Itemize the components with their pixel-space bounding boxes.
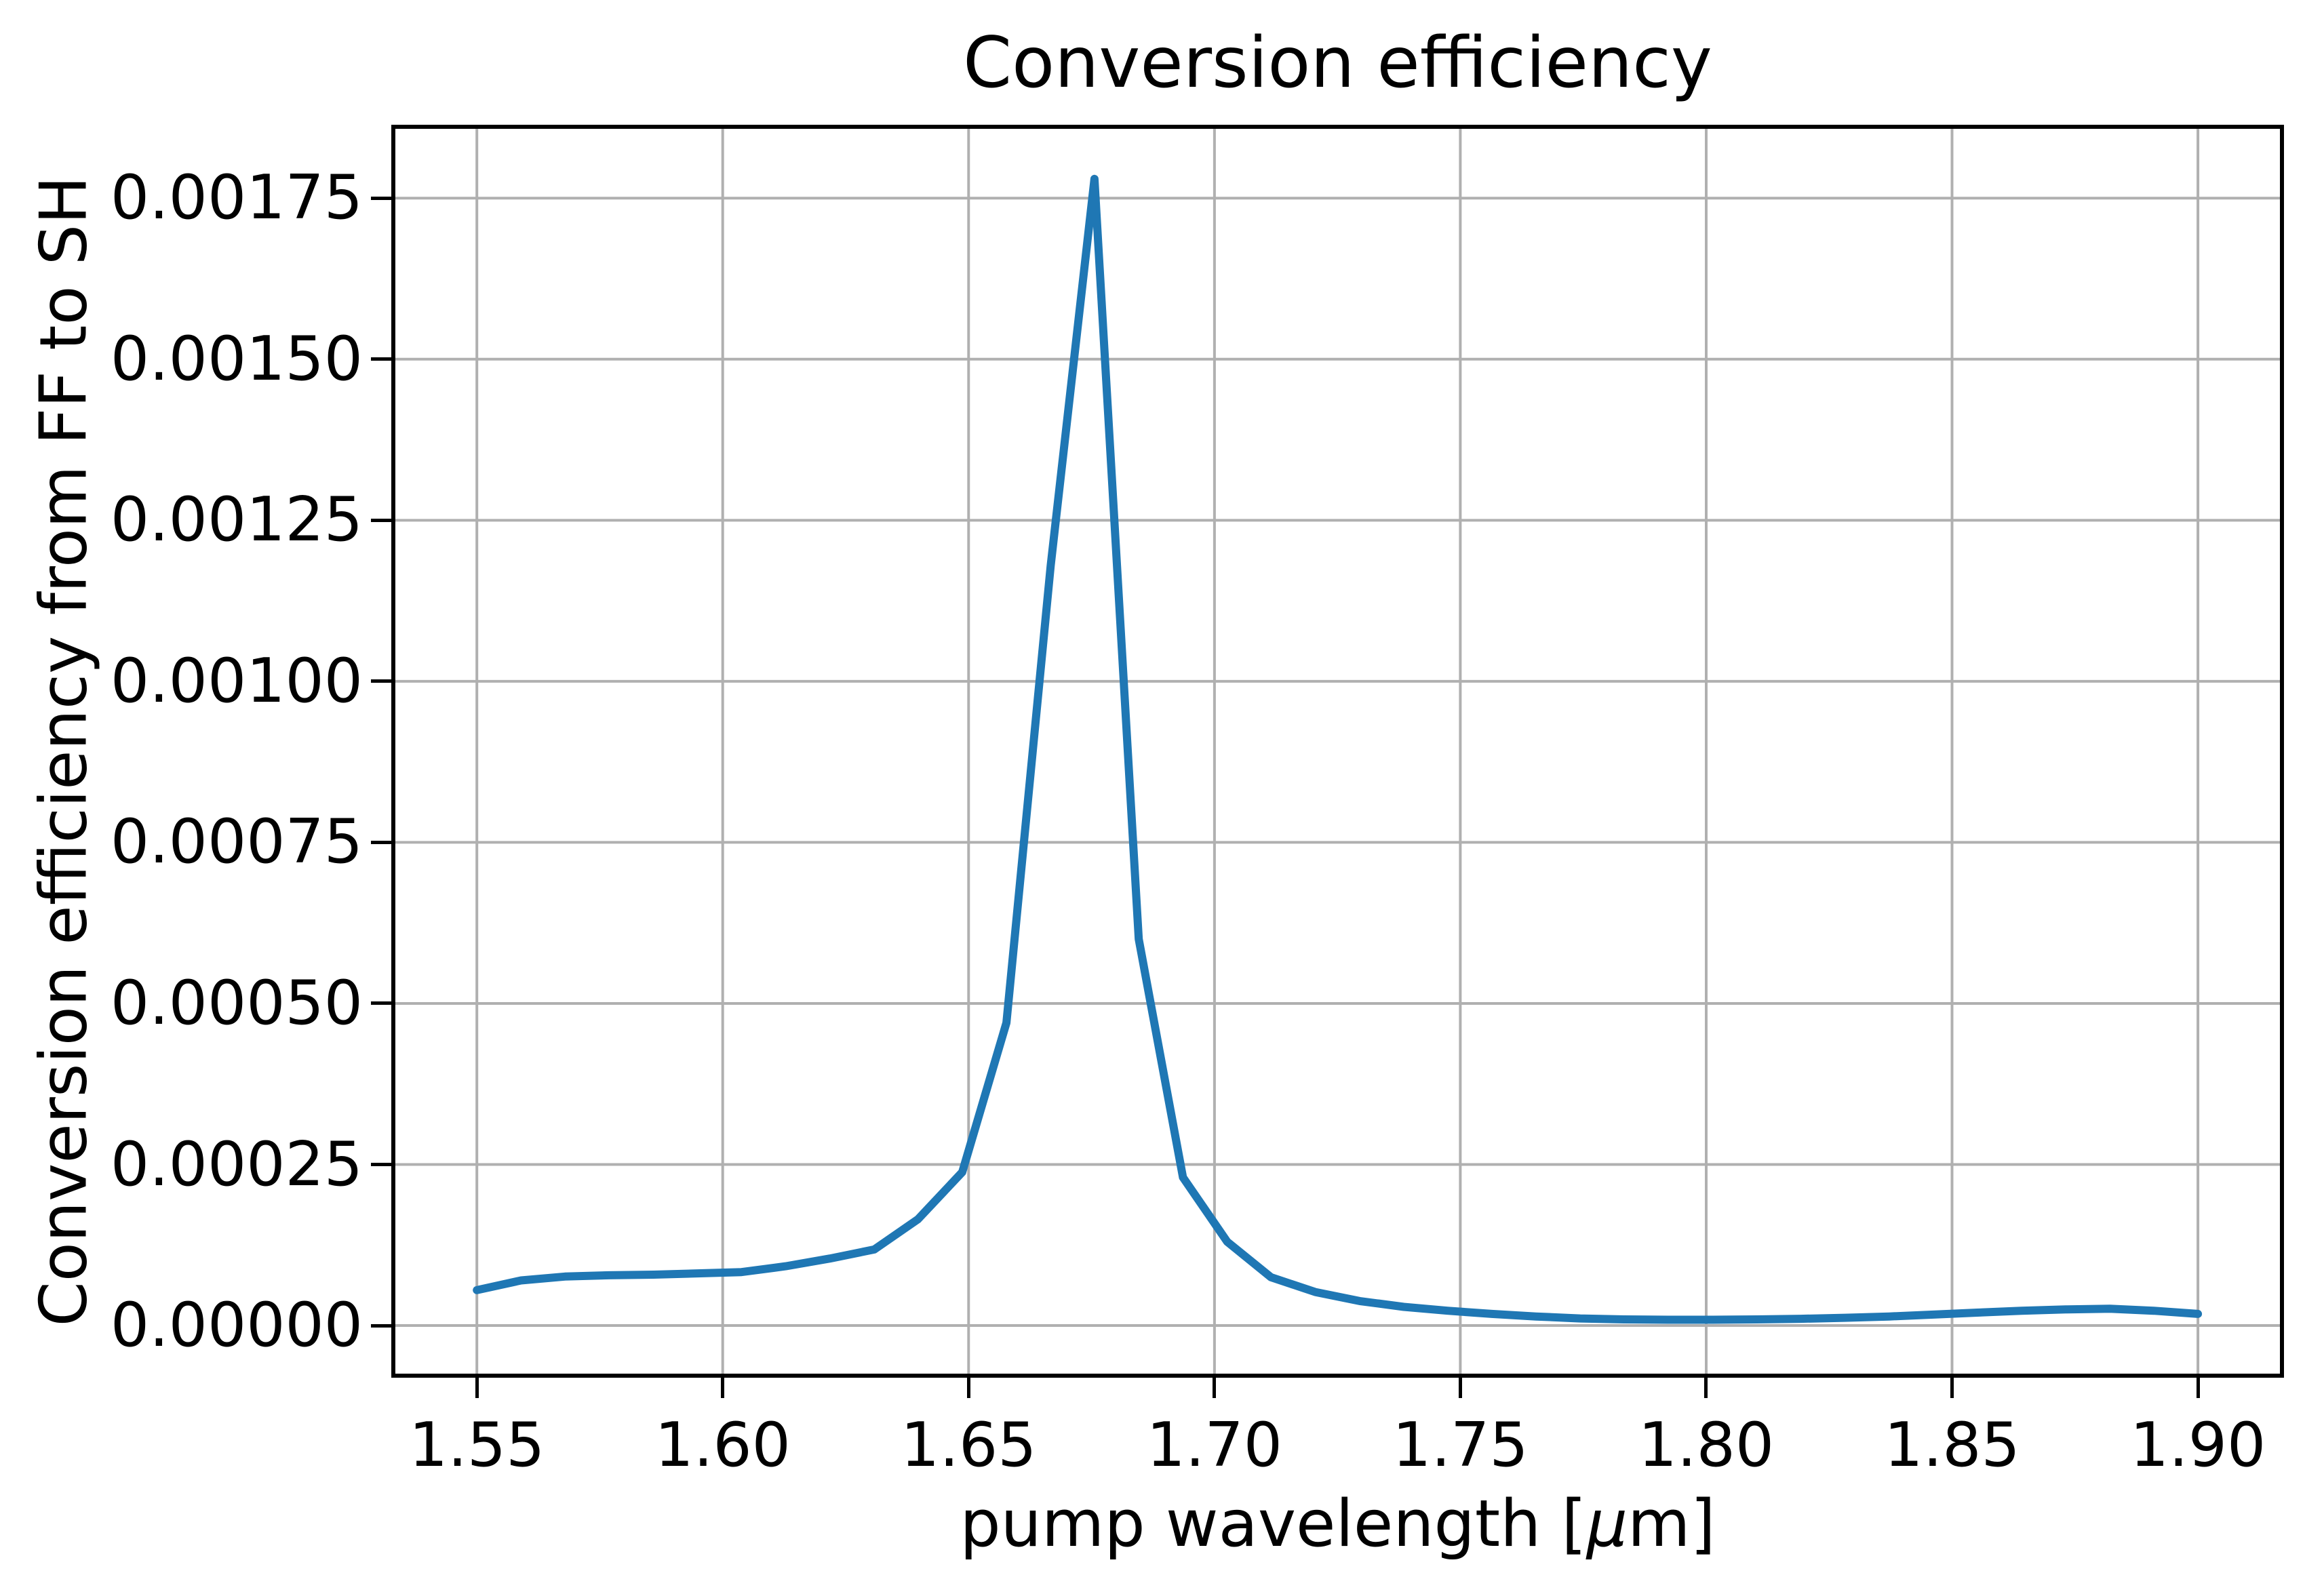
x-tick-mark — [475, 1378, 479, 1398]
plot-area — [391, 125, 2284, 1378]
x-axis-label-suffix: m] — [1628, 1487, 1716, 1561]
x-tick-label: 1.80 — [1638, 1410, 1775, 1481]
y-tick-mark — [371, 518, 391, 522]
y-tick-label: 0.00100 — [110, 645, 363, 717]
chart-title: Conversion efficiency — [963, 22, 1712, 104]
x-tick-mark — [1704, 1378, 1708, 1398]
plot-svg — [391, 125, 2284, 1378]
x-tick-label: 1.75 — [1392, 1410, 1529, 1481]
y-tick-label: 0.00175 — [110, 162, 363, 234]
x-tick-label: 1.55 — [408, 1410, 545, 1481]
y-tick-label: 0.00125 — [110, 484, 363, 556]
x-tick-label: 1.70 — [1146, 1410, 1283, 1481]
y-tick-label: 0.00050 — [110, 967, 363, 1039]
y-tick-mark — [371, 357, 391, 361]
x-axis-label-prefix: pump wavelength [ — [960, 1487, 1587, 1561]
x-tick-label: 1.65 — [901, 1410, 1037, 1481]
y-tick-mark — [371, 1323, 391, 1328]
x-tick-mark — [1213, 1378, 1217, 1398]
y-tick-label: 0.00000 — [110, 1290, 363, 1361]
y-tick-mark — [371, 679, 391, 683]
x-tick-mark — [966, 1378, 970, 1398]
x-tick-label: 1.90 — [2129, 1410, 2266, 1481]
x-tick-mark — [1458, 1378, 1462, 1398]
x-tick-mark — [2196, 1378, 2200, 1398]
axes-spines — [391, 125, 2284, 1378]
y-tick-mark — [371, 1001, 391, 1005]
y-tick-label: 0.00075 — [110, 806, 363, 878]
data-line — [473, 174, 2203, 1324]
x-axis-label: pump wavelength [μm] — [391, 1489, 2284, 1559]
y-tick-label: 0.00150 — [110, 323, 363, 395]
x-tick-label: 1.85 — [1884, 1410, 2020, 1481]
mu-symbol: μ — [1586, 1487, 1628, 1561]
x-tick-mark — [721, 1378, 725, 1398]
x-tick-mark — [1950, 1378, 1954, 1398]
y-tick-label: 0.00025 — [110, 1128, 363, 1200]
x-tick-label: 1.60 — [654, 1410, 791, 1481]
y-tick-mark — [371, 840, 391, 844]
y-tick-mark — [371, 1163, 391, 1166]
y-tick-mark — [371, 196, 391, 200]
